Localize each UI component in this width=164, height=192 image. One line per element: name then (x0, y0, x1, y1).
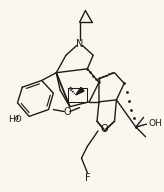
Text: HO: HO (8, 115, 21, 124)
Text: O: O (63, 107, 71, 117)
Text: N: N (76, 39, 83, 49)
Polygon shape (76, 87, 84, 95)
Text: F: F (84, 174, 90, 184)
Text: O: O (101, 124, 109, 134)
Bar (68, 88, 87, 102)
Text: OH: OH (148, 119, 162, 128)
